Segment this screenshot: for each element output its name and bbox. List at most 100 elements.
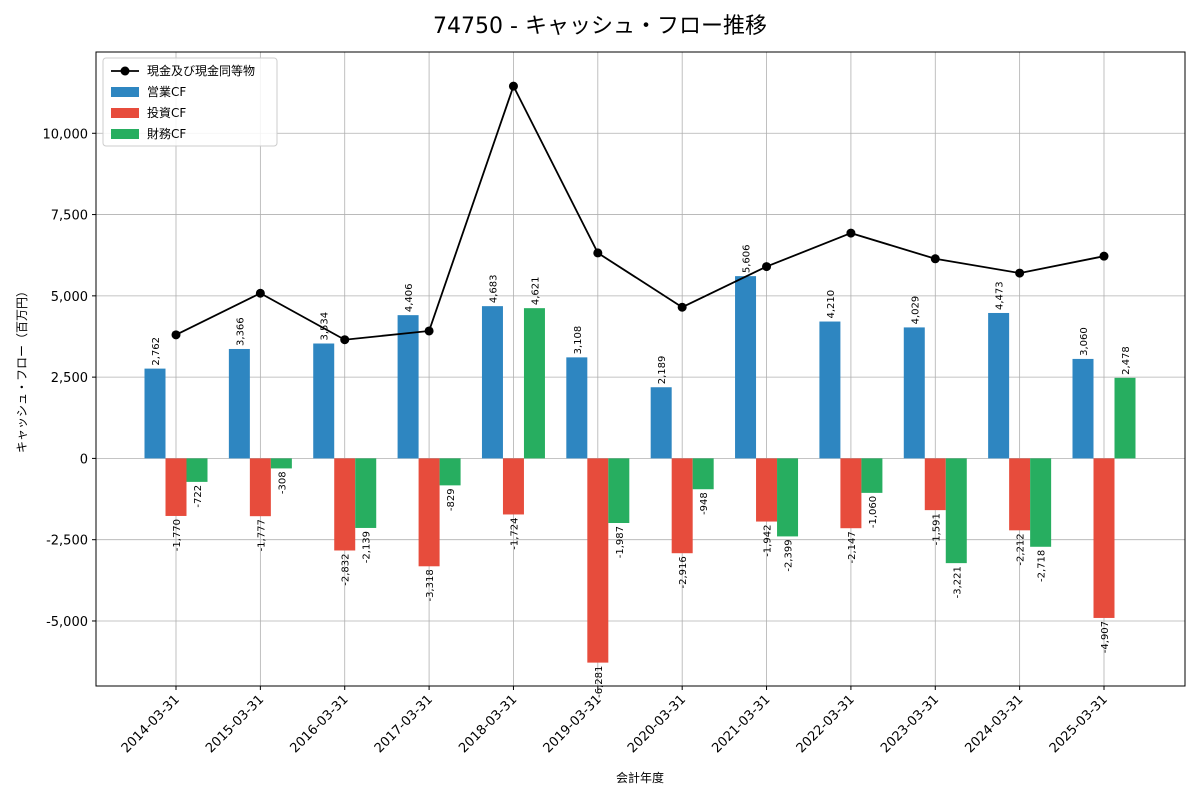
bar-value-label: 2,189	[657, 356, 668, 385]
bar	[397, 315, 419, 459]
x-tick-label: 2020-03-31	[625, 692, 689, 756]
legend-bar-swatch	[111, 129, 139, 139]
bar	[144, 368, 166, 459]
bar	[418, 458, 440, 567]
y-tick-label: 5,000	[51, 290, 88, 305]
legend-bar-swatch	[111, 108, 139, 118]
bar-value-label: 4,683	[488, 275, 499, 304]
bar-value-label: -2,718	[1037, 550, 1048, 582]
bar-value-label: -308	[277, 471, 288, 494]
cash-equivalents-point	[846, 228, 856, 238]
chart-title: 74750 - キャッシュ・フロー推移	[433, 14, 767, 39]
bar-value-label: 2,478	[1121, 346, 1132, 375]
x-tick-label: 2018-03-31	[456, 692, 520, 756]
cash-equivalents-point	[593, 248, 603, 258]
cash-equivalents-point	[171, 330, 181, 340]
bar	[313, 343, 335, 459]
x-tick-label: 2019-03-31	[541, 692, 605, 756]
bar	[1009, 458, 1031, 531]
bar	[566, 357, 588, 459]
y-tick-label: -2,500	[46, 534, 88, 549]
y-axis-label: キャッシュ・フロー（百万円）	[15, 285, 29, 453]
bar-value-label: -2,399	[784, 539, 795, 571]
bar	[861, 458, 883, 493]
bar-value-label: -1,724	[509, 517, 520, 549]
bar	[587, 458, 609, 663]
y-tick-label: 10,000	[43, 127, 89, 142]
bar-value-label: 4,029	[910, 296, 921, 325]
bar-value-label: 4,406	[404, 284, 415, 313]
bar-value-label: -1,987	[615, 526, 626, 558]
legend-marker-swatch	[120, 66, 130, 76]
bar-value-label: -2,147	[847, 531, 858, 563]
bar	[650, 387, 672, 459]
bar	[1030, 458, 1052, 547]
y-tick-label: 7,500	[51, 209, 88, 224]
bar-value-label: 3,534	[320, 312, 331, 341]
x-tick-label: 2024-03-31	[962, 692, 1026, 756]
bar	[777, 458, 799, 537]
bar	[270, 458, 292, 469]
x-tick-label: 2014-03-31	[119, 692, 183, 756]
cash-equivalents-point	[762, 262, 772, 272]
x-tick-label: 2016-03-31	[288, 692, 352, 756]
y-tick-label: 0	[80, 452, 88, 467]
bar	[165, 458, 187, 516]
bar-value-label: -2,916	[678, 556, 689, 588]
bar-value-label: -948	[699, 492, 710, 515]
bar-value-label: -1,777	[256, 519, 267, 551]
bar-value-label: -2,212	[1016, 533, 1027, 565]
x-tick-label: 2023-03-31	[878, 692, 942, 756]
bar-value-label: -1,060	[868, 496, 879, 528]
bar-value-label: -2,139	[362, 531, 373, 563]
x-tick-label: 2015-03-31	[203, 692, 267, 756]
bar	[988, 312, 1010, 459]
bar	[481, 306, 503, 459]
x-tick-label: 2021-03-31	[709, 692, 773, 756]
bar	[334, 458, 356, 551]
bar-value-label: -829	[446, 488, 457, 511]
line-layer	[171, 81, 1109, 345]
legend-label: 営業CF	[147, 85, 186, 99]
data-labels-layer: 2,762 3,366 3,534 4,406 4,683 3,108 2,189 5,606…	[151, 245, 1132, 698]
bar-value-label: 3,060	[1079, 327, 1090, 356]
bar	[186, 458, 208, 482]
bar	[903, 327, 925, 459]
bar	[692, 458, 714, 490]
bar-value-label: -3,318	[425, 569, 436, 601]
bar-value-label: -4,907	[1100, 621, 1111, 653]
bar	[819, 321, 841, 459]
bar-value-label: 5,606	[742, 245, 753, 274]
x-axis-label: 会計年度	[616, 770, 664, 785]
legend-label: 現金及び現金同等物	[147, 63, 255, 78]
x-tick-label: 2017-03-31	[372, 692, 436, 756]
y-tick-label: 2,500	[51, 371, 88, 386]
cash-equivalents-point	[508, 81, 518, 91]
bar	[523, 308, 545, 459]
cash-equivalents-point	[340, 335, 350, 345]
bar-value-label: -1,942	[763, 525, 774, 557]
grid-layer	[96, 52, 1185, 686]
bar-value-label: 3,108	[573, 326, 584, 355]
bar	[1114, 377, 1136, 459]
bar-value-label: -1,770	[172, 519, 183, 551]
cash-equivalents-point	[1015, 268, 1025, 278]
bar	[439, 458, 461, 486]
bar	[671, 458, 693, 554]
plot-frame	[95, 51, 1186, 687]
bar-value-label: -6,281	[594, 666, 605, 698]
bar	[502, 458, 524, 515]
bar	[735, 276, 757, 459]
cash-equivalents-point	[255, 288, 265, 298]
bar	[608, 458, 630, 524]
cash-equivalents-point	[677, 302, 687, 312]
bar	[228, 348, 250, 459]
bar	[249, 458, 271, 517]
bar-value-label: -1,591	[931, 513, 942, 545]
bar-value-label: -722	[193, 485, 204, 508]
bar	[924, 458, 946, 511]
bar	[945, 458, 967, 564]
bar	[756, 458, 778, 522]
